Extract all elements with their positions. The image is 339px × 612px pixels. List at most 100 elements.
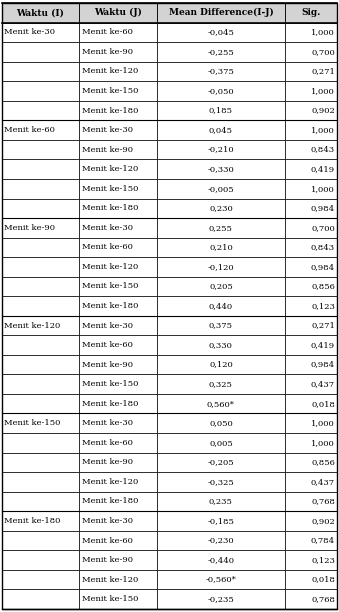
Text: 0,984: 0,984 bbox=[311, 204, 335, 212]
Bar bbox=[2, 414, 79, 433]
Bar bbox=[2, 198, 79, 218]
Bar bbox=[285, 472, 337, 491]
Bar bbox=[285, 550, 337, 570]
Text: -0,005: -0,005 bbox=[207, 185, 234, 193]
Bar bbox=[2, 511, 79, 531]
Text: 0,700: 0,700 bbox=[311, 48, 335, 56]
Text: 0,120: 0,120 bbox=[209, 360, 233, 368]
Bar bbox=[285, 42, 337, 62]
Bar bbox=[79, 375, 157, 394]
Text: 0,018: 0,018 bbox=[311, 400, 335, 408]
Text: Menit ke-60: Menit ke-60 bbox=[82, 341, 133, 349]
Bar bbox=[157, 472, 285, 491]
Text: 0,005: 0,005 bbox=[209, 439, 233, 447]
Text: 0,784: 0,784 bbox=[311, 537, 335, 545]
Bar bbox=[285, 3, 337, 23]
Text: Menit ke-150: Menit ke-150 bbox=[82, 380, 138, 388]
Bar bbox=[285, 570, 337, 589]
Text: Menit ke-180: Menit ke-180 bbox=[82, 106, 138, 114]
Text: -0,210: -0,210 bbox=[207, 146, 234, 154]
Bar bbox=[2, 140, 79, 159]
Bar bbox=[2, 23, 79, 42]
Bar bbox=[285, 394, 337, 414]
Bar bbox=[79, 81, 157, 101]
Text: 0,440: 0,440 bbox=[209, 302, 233, 310]
Text: Menit ke-30: Menit ke-30 bbox=[82, 419, 133, 427]
Text: 0,902: 0,902 bbox=[311, 106, 335, 114]
Bar bbox=[2, 257, 79, 277]
Text: Menit ke-30: Menit ke-30 bbox=[82, 321, 133, 329]
Bar bbox=[285, 140, 337, 159]
Bar bbox=[2, 375, 79, 394]
Bar bbox=[79, 179, 157, 198]
Text: 0,185: 0,185 bbox=[209, 106, 233, 114]
Bar bbox=[157, 589, 285, 609]
Text: Sig.: Sig. bbox=[301, 9, 321, 17]
Text: Menit ke-120: Menit ke-120 bbox=[82, 576, 138, 584]
Text: 0,560*: 0,560* bbox=[207, 400, 235, 408]
Bar bbox=[79, 159, 157, 179]
Text: Menit ke-150: Menit ke-150 bbox=[4, 419, 60, 427]
Text: Menit ke-30: Menit ke-30 bbox=[4, 28, 55, 36]
Bar bbox=[79, 277, 157, 296]
Bar bbox=[2, 179, 79, 198]
Text: 0,271: 0,271 bbox=[311, 67, 335, 75]
Bar bbox=[285, 81, 337, 101]
Text: -0,375: -0,375 bbox=[207, 67, 234, 75]
Text: -0,330: -0,330 bbox=[207, 165, 234, 173]
Bar bbox=[79, 198, 157, 218]
Bar bbox=[285, 491, 337, 511]
Bar bbox=[285, 218, 337, 237]
Bar bbox=[157, 355, 285, 375]
Text: Menit ke-120: Menit ke-120 bbox=[82, 263, 138, 271]
Bar bbox=[79, 237, 157, 257]
Bar bbox=[157, 121, 285, 140]
Bar bbox=[2, 81, 79, 101]
Text: Menit ke-30: Menit ke-30 bbox=[82, 517, 133, 525]
Text: 0,018: 0,018 bbox=[311, 576, 335, 584]
Text: 0,205: 0,205 bbox=[209, 283, 233, 291]
Bar bbox=[157, 531, 285, 550]
Bar bbox=[157, 491, 285, 511]
Bar bbox=[285, 237, 337, 257]
Text: Menit ke-30: Menit ke-30 bbox=[82, 126, 133, 134]
Bar bbox=[79, 23, 157, 42]
Bar bbox=[285, 62, 337, 81]
Bar bbox=[157, 3, 285, 23]
Text: -0,255: -0,255 bbox=[207, 48, 234, 56]
Bar bbox=[157, 23, 285, 42]
Text: Menit ke-120: Menit ke-120 bbox=[4, 321, 60, 329]
Bar bbox=[2, 218, 79, 237]
Bar bbox=[157, 179, 285, 198]
Bar bbox=[157, 198, 285, 218]
Bar bbox=[285, 23, 337, 42]
Bar bbox=[157, 453, 285, 472]
Bar bbox=[2, 570, 79, 589]
Text: 0,768: 0,768 bbox=[311, 595, 335, 603]
Bar bbox=[79, 62, 157, 81]
Text: 1,000: 1,000 bbox=[311, 28, 335, 36]
Text: 1,000: 1,000 bbox=[311, 419, 335, 427]
Bar bbox=[2, 472, 79, 491]
Text: -0,440: -0,440 bbox=[207, 556, 235, 564]
Bar bbox=[79, 140, 157, 159]
Bar bbox=[157, 257, 285, 277]
Text: Menit ke-60: Menit ke-60 bbox=[82, 439, 133, 447]
Text: Menit ke-90: Menit ke-90 bbox=[82, 48, 133, 56]
Text: Menit ke-120: Menit ke-120 bbox=[82, 478, 138, 486]
Bar bbox=[2, 101, 79, 121]
Text: 0,375: 0,375 bbox=[209, 321, 233, 329]
Text: 0,437: 0,437 bbox=[311, 478, 335, 486]
Text: 0,235: 0,235 bbox=[209, 498, 233, 506]
Bar bbox=[157, 570, 285, 589]
Bar bbox=[2, 296, 79, 316]
Bar bbox=[2, 42, 79, 62]
Text: Waktu (J): Waktu (J) bbox=[94, 9, 142, 17]
Text: 0,123: 0,123 bbox=[311, 302, 335, 310]
Bar bbox=[2, 491, 79, 511]
Bar bbox=[157, 81, 285, 101]
Bar bbox=[79, 335, 157, 355]
Bar bbox=[79, 3, 157, 23]
Bar bbox=[2, 62, 79, 81]
Bar bbox=[2, 316, 79, 335]
